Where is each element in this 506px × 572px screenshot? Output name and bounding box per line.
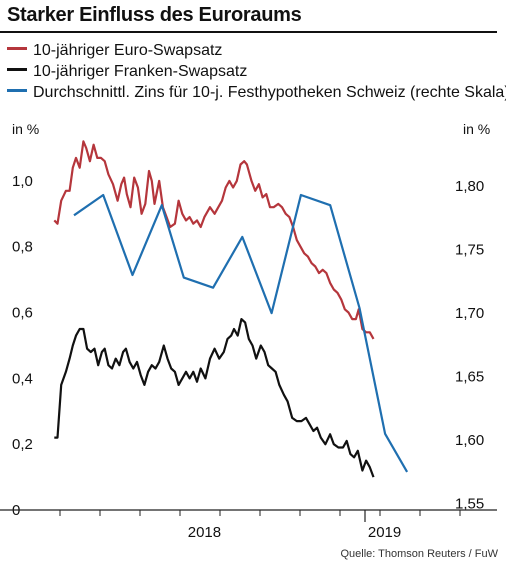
legend-item-hypo: Durchschnittl. Zins für 10-j. Festhypoth…	[7, 82, 506, 103]
legend: 10-jähriger Euro-Swapsatz 10-jähriger Fr…	[7, 40, 506, 103]
x-tick-label-2019: 2019	[368, 524, 401, 541]
chart-lines	[53, 140, 409, 478]
legend-item-euro: 10-jähriger Euro-Swapsatz	[7, 40, 506, 61]
legend-swatch-euro	[7, 47, 27, 51]
legend-label-euro: 10-jähriger Euro-Swapsatz	[33, 42, 223, 59]
left-tick-label: 1,0	[12, 173, 33, 190]
left-axis-unit: in %	[12, 121, 39, 137]
right-tick-label: 1,60	[455, 432, 484, 449]
left-tick-label: 0,4	[12, 370, 33, 387]
right-tick-label: 1,80	[455, 178, 484, 195]
legend-label-hypo: Durchschnittl. Zins für 10-j. Festhypoth…	[33, 84, 506, 101]
legend-label-franken: 10-jähriger Franken-Swapsatz	[33, 63, 248, 80]
right-axis-unit: in %	[463, 121, 490, 137]
left-tick-label: 0,8	[12, 239, 33, 256]
chart-axes: in %in %00,20,40,60,81,01,551,601,651,70…	[0, 121, 497, 541]
right-tick-label: 1,75	[455, 242, 484, 259]
right-tick-label: 1,65	[455, 369, 484, 386]
legend-swatch-franken	[7, 68, 27, 72]
x-tick-label-2018: 2018	[188, 524, 221, 541]
title-rule	[0, 31, 497, 33]
legend-item-franken: 10-jähriger Franken-Swapsatz	[7, 61, 506, 82]
left-tick-label: 0,2	[12, 436, 33, 453]
series-line-euro	[53, 140, 375, 340]
right-tick-label: 1,55	[455, 496, 484, 513]
left-tick-label: 0,6	[12, 305, 33, 322]
legend-swatch-hypo	[7, 89, 27, 93]
series-line-hypo	[73, 193, 409, 473]
series-line-franken	[54, 318, 375, 478]
chart-title: Starker Einfluss des Euroraums	[7, 4, 302, 26]
right-tick-label: 1,70	[455, 305, 484, 322]
source-note: Quelle: Thomson Reuters / FuW	[340, 548, 498, 560]
